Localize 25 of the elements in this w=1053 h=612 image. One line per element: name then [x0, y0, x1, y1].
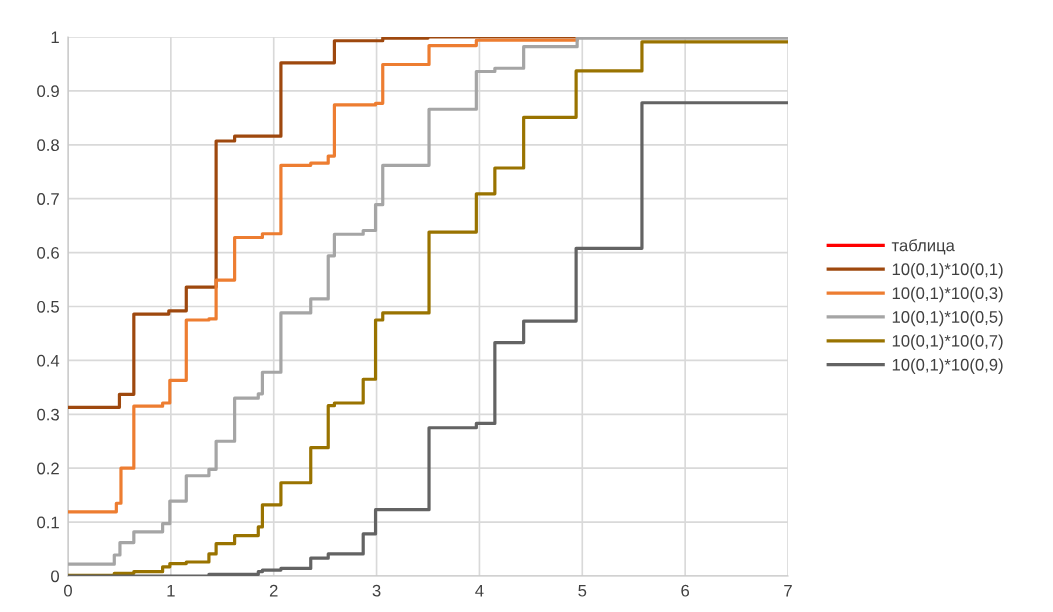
- legend-label: 10(0,1)*10(0,7): [892, 334, 1003, 351]
- x-tick-label: 1: [167, 584, 175, 597]
- y-tick-label: 1: [51, 31, 59, 44]
- y-tick-label: 0.1: [37, 516, 59, 529]
- x-tick-label: 3: [372, 584, 381, 597]
- legend-label: таблица: [891, 238, 955, 255]
- legend-label: 10(0,1)*10(0,3): [892, 286, 1003, 303]
- y-tick-label: 0.3: [37, 408, 59, 421]
- legend-label: 10(0,1)*10(0,1): [892, 262, 1003, 279]
- y-tick-label: 0.9: [37, 85, 59, 98]
- legend-label: 10(0,1)*10(0,9): [892, 358, 1003, 374]
- x-tick-label: 2: [269, 584, 278, 597]
- y-tick-label: 0: [51, 570, 60, 583]
- x-tick-label: 6: [681, 584, 690, 597]
- x-tick-label: 7: [784, 584, 792, 597]
- x-tick-label: 5: [578, 584, 587, 597]
- x-tick-label: 4: [475, 584, 484, 597]
- y-tick-label: 0.6: [37, 247, 59, 259]
- y-tick-label: 0.7: [37, 193, 59, 205]
- y-tick-label: 0.4: [37, 354, 60, 367]
- y-tick-label: 0.8: [37, 139, 59, 151]
- y-tick-label: 0.2: [37, 462, 59, 475]
- legend-label: 10(0,1)*10(0,5): [892, 310, 1003, 327]
- x-tick-label: 0: [64, 584, 72, 597]
- y-tick-label: 0.5: [37, 300, 59, 313]
